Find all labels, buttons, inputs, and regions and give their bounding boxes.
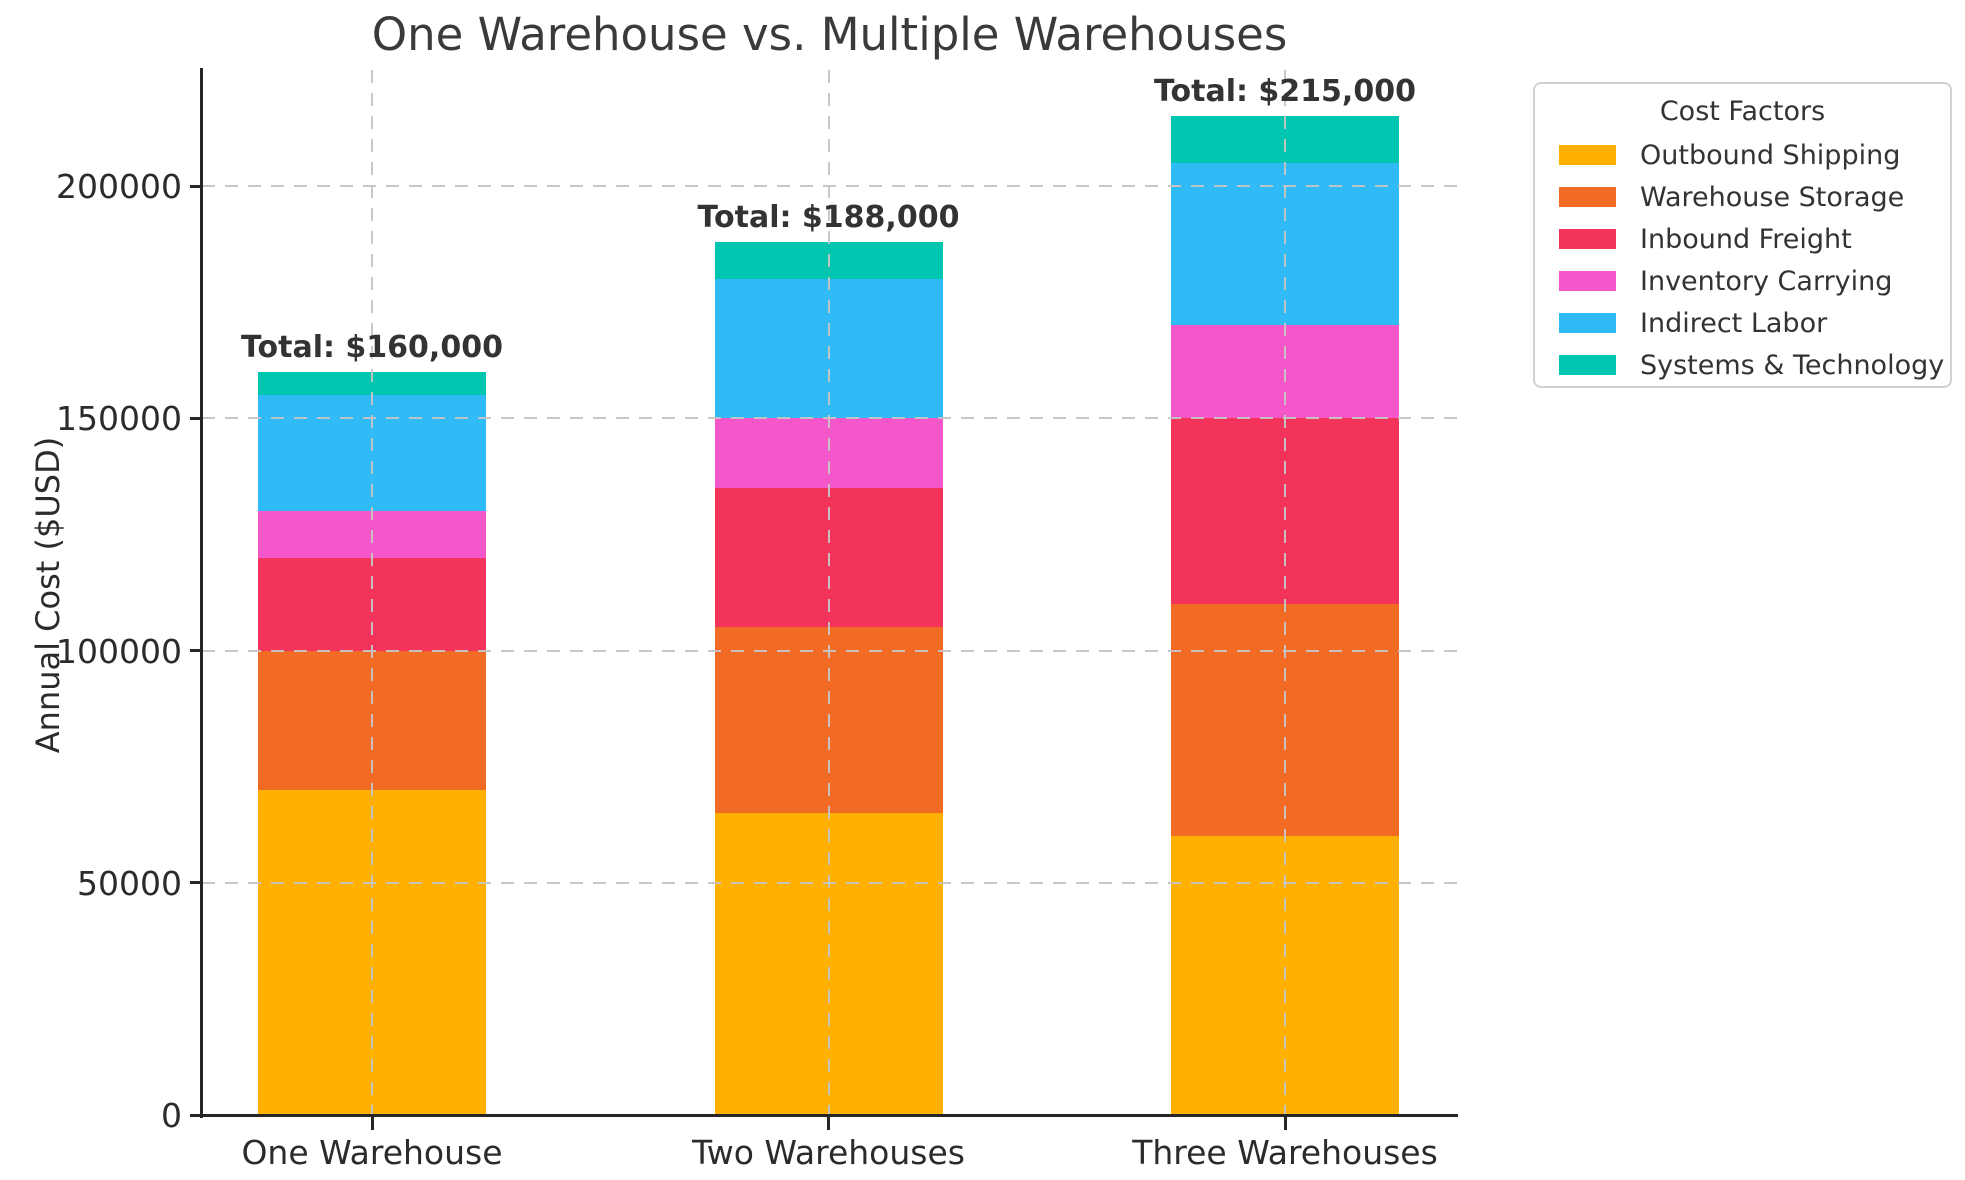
x-tick-mark [1283,1117,1287,1130]
legend-swatch-outbound-shipping [1559,145,1616,165]
total-label: Total: $160,000 [241,329,503,365]
y-gridline [202,417,1457,420]
legend-item: Indirect Labor [1535,302,1950,344]
legend-item: Systems & Technology [1535,344,1950,386]
y-tick-mark [190,416,201,420]
legend-label: Outbound Shipping [1640,139,1901,171]
legend-label: Inbound Freight [1640,223,1852,255]
legend: Cost Factors Outbound Shipping Warehouse … [1533,82,1952,388]
y-axis-spine [200,68,203,1118]
y-gridline [202,185,1457,188]
legend-items: Outbound Shipping Warehouse Storage Inboun… [1535,134,1950,386]
y-gridline [202,649,1457,652]
x-tick-label: Two Warehouses [692,1133,965,1172]
x-gridline [827,70,830,1115]
x-gridline [1284,70,1286,1115]
y-tick-mark [190,184,201,188]
y-gridline [202,881,1457,884]
x-tick-mark [827,1117,830,1130]
legend-label: Warehouse Storage [1640,181,1905,213]
legend-swatch-inventory-carrying [1559,271,1616,291]
x-tick-label: One Warehouse [241,1133,503,1172]
y-tick-label: 0 [161,1096,182,1135]
legend-swatch-systems-technology [1559,355,1616,375]
legend-label: Systems & Technology [1640,349,1945,381]
y-tick-label: 100000 [56,631,182,671]
legend-item: Warehouse Storage [1535,176,1950,218]
x-axis-spine [200,1114,1458,1117]
legend-label: Inventory Carrying [1640,265,1893,297]
legend-swatch-inbound-freight [1559,229,1616,249]
legend-item: Inventory Carrying [1535,260,1950,302]
total-label: Total: $188,000 [697,199,960,235]
legend-item: Inbound Freight [1535,218,1950,260]
y-tick-label: 50000 [77,863,182,903]
y-tick-label: 200000 [56,167,182,207]
legend-title: Cost Factors [1659,96,1826,127]
y-tick-mark [190,649,201,653]
legend-label: Indirect Labor [1640,307,1828,339]
y-tick-label: 150000 [56,399,182,439]
legend-item: Outbound Shipping [1535,134,1950,176]
legend-swatch-indirect-labor [1559,313,1616,333]
y-tick-mark [190,1113,201,1117]
y-tick-mark [190,881,201,885]
y-axis-label: Annual Cost ($USD) [29,436,67,754]
x-tick-mark [370,1117,374,1130]
x-gridline [371,70,373,1115]
x-tick-label: Three Warehouses [1132,1133,1438,1172]
total-label: Total: $215,000 [1154,74,1416,110]
legend-swatch-warehouse-storage [1559,187,1616,207]
chart-title: One Warehouse vs. Multiple Warehouses [371,8,1288,61]
